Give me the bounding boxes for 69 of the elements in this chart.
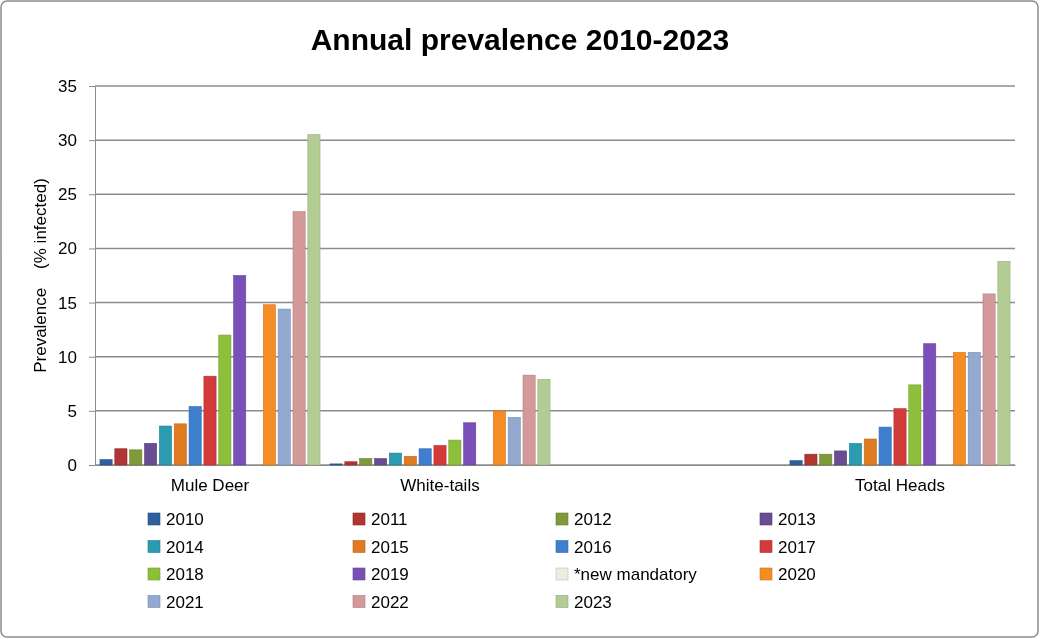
- y-tick-label: 5: [67, 401, 77, 421]
- bar: [99, 459, 113, 466]
- y-tick-label: 10: [58, 347, 77, 367]
- bar: [923, 343, 937, 466]
- y-tick-label: 25: [58, 185, 77, 205]
- y-tick-label: 35: [58, 76, 77, 96]
- bar: [263, 304, 276, 466]
- bar: [908, 384, 922, 466]
- bar: [433, 445, 447, 466]
- bar: [849, 443, 862, 466]
- bar: [144, 443, 157, 466]
- bar: [893, 408, 907, 466]
- bar: [159, 425, 172, 466]
- bar: [403, 456, 417, 466]
- y-axis-title: Prevalence (% infected): [31, 178, 50, 373]
- bar: [203, 375, 217, 466]
- legend-label: 2017: [778, 537, 816, 557]
- bar: [233, 275, 247, 466]
- bar: [129, 449, 143, 466]
- legend-label: 2016: [574, 537, 612, 557]
- legend-label: 2022: [371, 592, 409, 612]
- bar: [359, 458, 373, 466]
- bar: [997, 261, 1011, 466]
- chart-title: Annual prevalence 2010-2023: [310, 23, 730, 56]
- bar: [218, 334, 232, 466]
- legend-label: 2021: [166, 592, 204, 612]
- bar: [307, 134, 321, 466]
- y-tick-label: 20: [58, 239, 77, 259]
- x-tick-label: Total Heads: [855, 476, 945, 496]
- bar: [114, 448, 128, 466]
- bar: [878, 426, 892, 466]
- legend-label: 2013: [778, 510, 816, 529]
- bar: [953, 352, 966, 466]
- bar: [507, 417, 521, 466]
- bar: [982, 293, 996, 466]
- bar: [344, 461, 358, 466]
- legend-label: 2011: [371, 510, 408, 529]
- legend-label: 2015: [371, 537, 409, 557]
- y-tick-label: 15: [58, 293, 77, 313]
- legend-label: 2023: [574, 592, 612, 612]
- bar: [819, 453, 833, 466]
- legend-label: *new mandatory: [574, 565, 698, 584]
- bar: [537, 379, 551, 466]
- bar: [522, 374, 536, 466]
- bar: [463, 422, 477, 466]
- y-tick-label: 0: [67, 455, 77, 475]
- legend-label: 2020: [778, 565, 816, 584]
- bar: [863, 438, 877, 466]
- bar: [374, 458, 387, 466]
- x-tick-label: Mule Deer: [170, 476, 250, 496]
- bar: [277, 308, 291, 466]
- bar: [389, 452, 402, 466]
- bar: [804, 453, 818, 466]
- bar: [292, 211, 306, 466]
- x-tick-label: White-tails: [400, 476, 480, 496]
- legend-label: 2012: [574, 510, 612, 529]
- bar: [173, 423, 187, 466]
- legend-label: 2010: [166, 510, 204, 529]
- y-tick-label: 30: [58, 131, 77, 151]
- legend-label: 2014: [166, 537, 204, 557]
- bar: [834, 450, 847, 466]
- legend-label: 2018: [166, 565, 204, 584]
- bar: [418, 448, 432, 466]
- bar: [789, 460, 803, 466]
- legend-label: 2019: [371, 565, 409, 584]
- bar: [448, 439, 462, 466]
- bar: [188, 406, 202, 466]
- bar: [967, 352, 981, 466]
- bar: [493, 410, 506, 466]
